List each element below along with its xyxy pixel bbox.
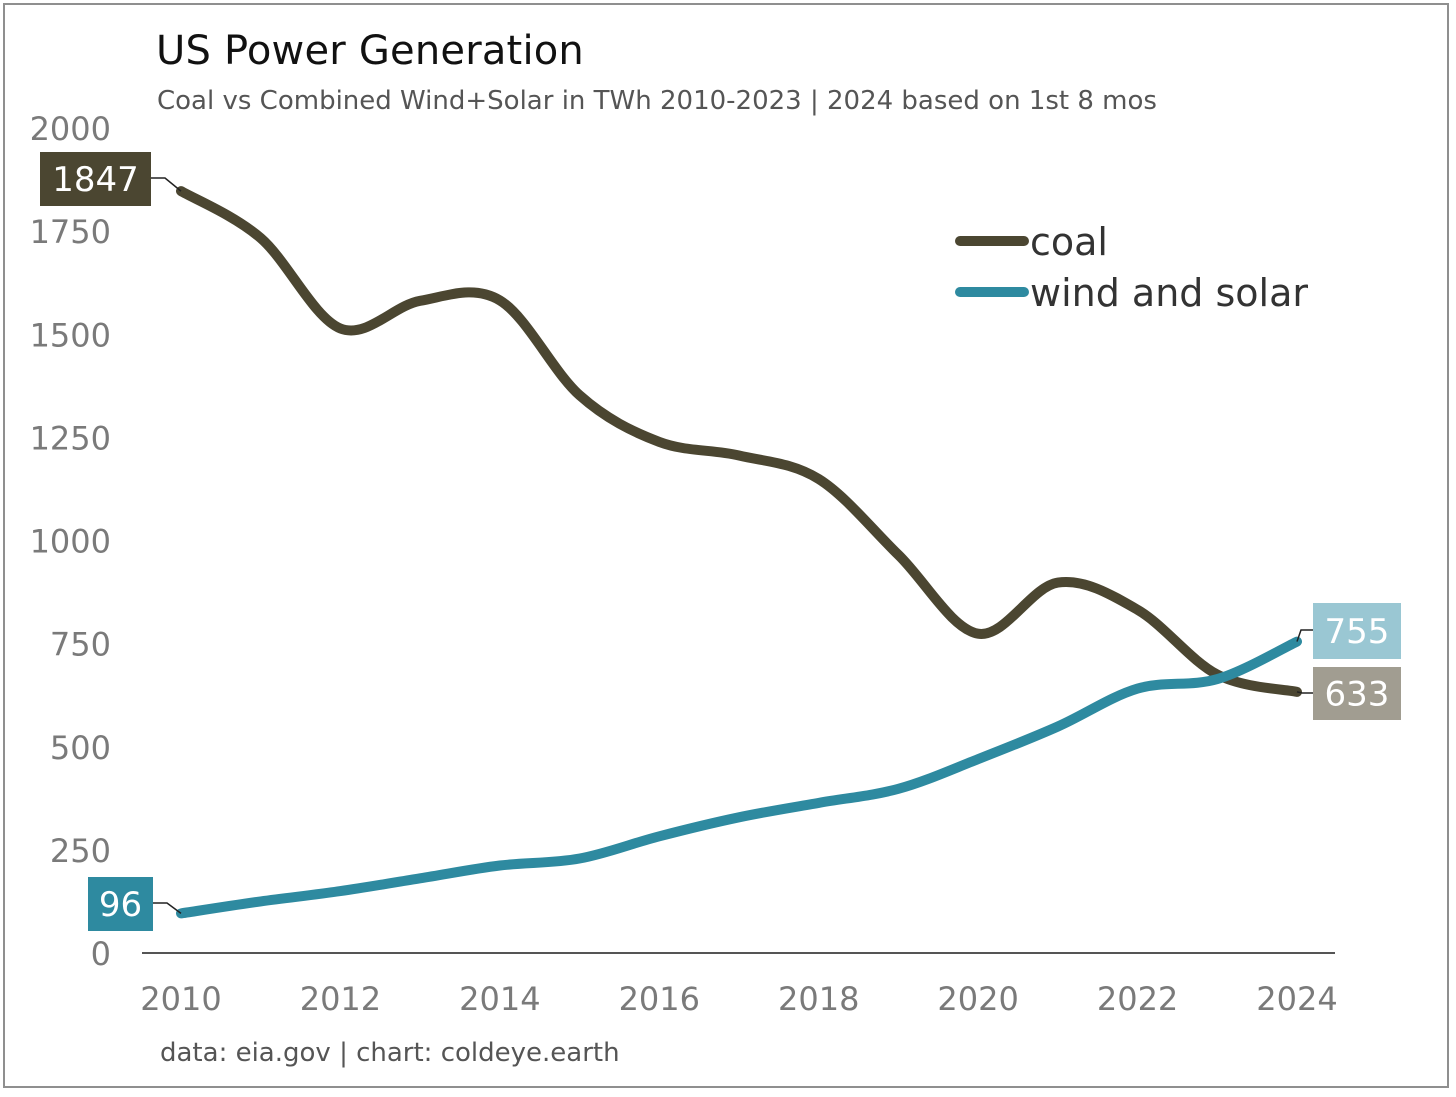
data-point-wind-and-solar (817, 801, 821, 805)
wind-solar-start-label-leader-line (153, 902, 182, 915)
coal-start-label-text: 1847 (52, 160, 139, 200)
data-point-wind-and-solar (578, 857, 582, 861)
coal-end-label-box (1313, 667, 1401, 720)
data-point-wind-and-solar (1215, 677, 1219, 681)
data-point-coal (1136, 608, 1140, 612)
data-point-coal (737, 454, 741, 458)
x-tick-label: 2016 (619, 980, 700, 1018)
data-point-wind-and-solar (1136, 687, 1140, 691)
series-line-wind-and-solar (176, 636, 1302, 919)
data-point-wind-and-solar (338, 889, 342, 893)
data-point-coal (976, 632, 980, 636)
coal-end-label-leader-line (1296, 691, 1313, 694)
x-tick-label: 2018 (778, 980, 859, 1018)
data-point-coal (1056, 581, 1060, 585)
data-point-wind-and-solar (976, 757, 980, 761)
y-tick-label: 2000 (30, 110, 111, 148)
data-point-coal (418, 299, 422, 303)
x-tick-label: 2014 (459, 980, 540, 1018)
data-point-coal (817, 477, 821, 481)
wind-solar-end-label-box (1313, 603, 1401, 659)
x-tick-label: 2020 (937, 980, 1018, 1018)
data-point-wind-and-solar (1056, 725, 1060, 729)
chart-subtitle: Coal vs Combined Wind+Solar in TWh 2010-… (157, 86, 1157, 116)
wind-solar-end-label-text: 755 (1325, 612, 1390, 652)
wind-solar-start-label-box (88, 877, 153, 931)
data-point-coal (259, 236, 263, 240)
data-point-wind-and-solar (657, 834, 661, 838)
data-point-coal (498, 298, 502, 302)
y-tick-label: 0 (91, 935, 111, 973)
wind-solar-start-label-text: 96 (99, 885, 142, 925)
chart-title: US Power Generation (156, 28, 584, 74)
wind-solar-end-label-leader-line (1296, 629, 1313, 642)
data-point-wind-and-solar (896, 787, 900, 791)
legend-label-coal: coal (1030, 220, 1108, 264)
x-tick-label: 2010 (140, 980, 221, 1018)
data-point-wind-and-solar (498, 864, 502, 868)
y-tick-label: 500 (50, 729, 111, 767)
y-tick-label: 1750 (30, 213, 111, 251)
data-point-coal (578, 393, 582, 397)
data-point-coal (896, 553, 900, 557)
data-point-wind-and-solar (737, 815, 741, 819)
y-tick-label: 1250 (30, 419, 111, 457)
data-point-wind-and-solar (259, 899, 263, 903)
data-point-wind-and-solar (418, 876, 422, 880)
coal-start-label-leader-line (151, 177, 182, 192)
x-tick-label: 2022 (1097, 980, 1178, 1018)
y-tick-label: 250 (50, 832, 111, 870)
x-tick-label: 2012 (300, 980, 381, 1018)
y-tick-label: 1000 (30, 523, 111, 561)
series-line-coal (176, 186, 1302, 697)
y-tick-label: 750 (50, 626, 111, 664)
chart-source-credit: data: eia.gov | chart: coldeye.earth (160, 1038, 620, 1068)
y-tick-label: 1500 (30, 316, 111, 354)
coal-end-label-text: 633 (1325, 675, 1390, 715)
legend-label-wind-and-solar: wind and solar (1030, 271, 1308, 315)
data-point-coal (657, 440, 661, 444)
coal-start-label-box (40, 152, 151, 206)
x-tick-label: 2024 (1256, 980, 1337, 1018)
data-point-coal (338, 326, 342, 330)
